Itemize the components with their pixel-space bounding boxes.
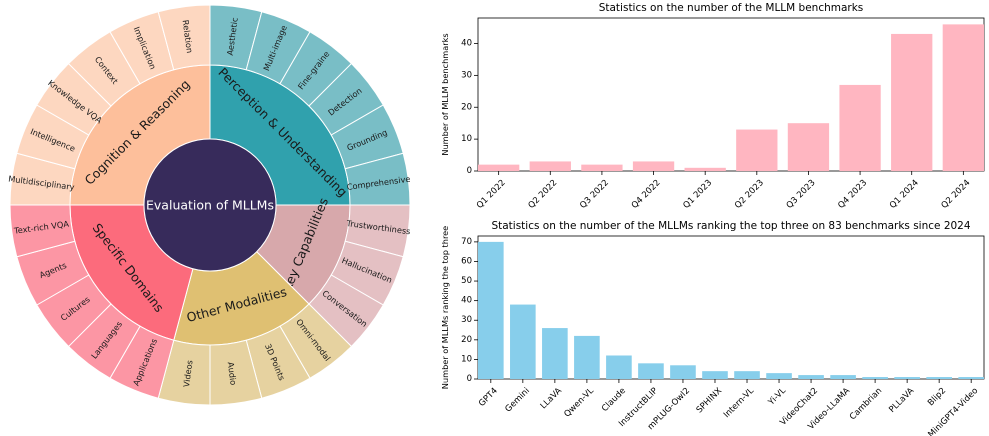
bar-claude	[606, 355, 632, 379]
y-tick-label: 0	[467, 374, 472, 384]
x-tick-label: Q3 2022	[578, 178, 611, 211]
y-tick-label: 30	[461, 70, 472, 80]
y-axis-label: Number of MLLMs ranking the top three	[440, 226, 450, 389]
bar-mplug-owl2	[670, 365, 696, 379]
x-tick-label: PLLaVA	[887, 386, 916, 415]
bar-blip2	[926, 377, 952, 379]
bar-llava	[542, 328, 568, 379]
subcategory-label-relation: Relation	[181, 19, 195, 53]
y-tick-label: 40	[461, 39, 472, 49]
y-tick-label: 30	[461, 315, 472, 325]
bar-q3-2023	[787, 123, 830, 171]
x-tick-label: Q1 2024	[888, 178, 921, 211]
y-axis-label: Number of MLLM benchmarks	[440, 33, 450, 155]
chart-title: Statistics on the number of the MLLM ben…	[599, 2, 864, 14]
y-tick-label: 40	[461, 296, 472, 306]
benchmark-count-chart: Statistics on the number of the MLLM ben…	[440, 2, 985, 211]
x-tick-label: Q1 2023	[681, 178, 714, 211]
plot-frame	[477, 17, 985, 172]
y-tick-label: 0	[467, 166, 472, 176]
y-tick-label: 70	[461, 237, 472, 247]
y-tick-label: 20	[461, 335, 472, 345]
x-tick-label: Claude	[600, 386, 628, 414]
x-tick-label: Q2 2023	[733, 178, 766, 211]
bar-instructblip	[638, 363, 664, 379]
bar-q4-2022	[632, 161, 675, 171]
bar-qwen-vl	[574, 335, 600, 379]
center-label: Evaluation of MLLMs	[146, 198, 274, 213]
y-tick-label: 60	[461, 256, 472, 266]
y-tick-label: 10	[461, 354, 472, 364]
sunburst-subsegment-relation	[157, 4, 211, 71]
subcategory-label-audio: Audio	[226, 361, 239, 385]
bar-q2-2023	[736, 129, 778, 171]
bar-pllava	[894, 377, 920, 379]
bar-q2-2022	[529, 161, 571, 171]
x-tick-label: Q3 2023	[785, 178, 818, 211]
top-three-ranking-chart: Statistics on the number of the MLLMs ra…	[440, 220, 985, 436]
chart-title: Statistics on the number of the MLLMs ra…	[491, 220, 970, 232]
x-tick-label: Blip2	[926, 386, 948, 408]
x-tick-label: Yi-VL	[766, 386, 788, 408]
y-tick-label: 50	[461, 276, 472, 286]
subcategory-label-aesthetic: Aesthetic	[225, 17, 240, 56]
x-tick-label: SPHINX	[695, 386, 725, 416]
bar-q4-2023	[839, 84, 881, 171]
bar-gemini	[510, 304, 536, 379]
bar-gpt4	[478, 241, 504, 379]
bar-video-llama	[830, 375, 856, 379]
bar-q2-2024	[942, 24, 984, 171]
x-tick-label: Q1 2022	[475, 178, 508, 211]
bar-yi-vl	[766, 373, 792, 379]
x-tick-label: Q4 2022	[630, 178, 663, 211]
sunburst-center	[143, 138, 277, 272]
bar-minigpt4-video	[958, 377, 984, 379]
x-tick-label: Q2 2024	[940, 178, 973, 211]
x-tick-label: Q4 2023	[836, 178, 869, 211]
x-tick-label: Q2 2022	[527, 178, 560, 211]
y-tick-label: 20	[461, 102, 472, 112]
x-tick-label: LLaVA	[539, 386, 564, 411]
bar-q1-2024	[891, 33, 933, 171]
x-tick-label: Gemini	[503, 386, 531, 414]
y-tick-label: 10	[461, 134, 472, 144]
bar-sphinx	[702, 371, 728, 379]
x-tick-label: Intern-VL	[722, 386, 756, 420]
bar-intern-vl	[734, 371, 760, 379]
bar-videochat2	[798, 375, 824, 379]
bar-q1-2023	[684, 167, 726, 171]
bar-q1-2022	[478, 164, 520, 171]
bar-cambrian	[862, 377, 888, 379]
x-tick-label: GPT4	[477, 386, 500, 409]
bar-q3-2022	[581, 164, 623, 171]
x-tick-label: Qwen-VL	[562, 386, 596, 420]
subcategory-label-videos: Videos	[181, 359, 194, 387]
x-tick-label: Cambrian	[848, 386, 884, 422]
